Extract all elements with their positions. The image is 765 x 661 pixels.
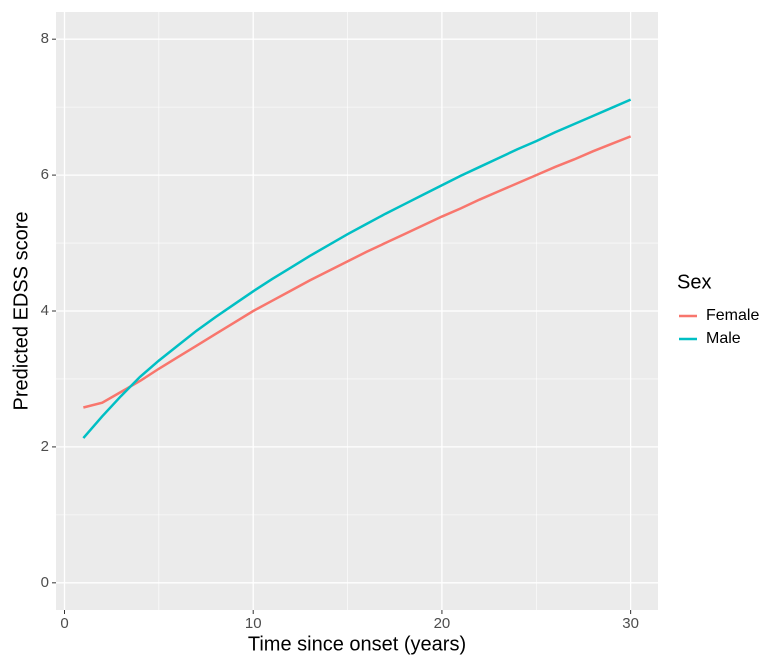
y-tick-label: 8 bbox=[41, 30, 49, 47]
line bbox=[82, 98, 632, 439]
x-tick-label: 20 bbox=[434, 615, 451, 632]
line bbox=[83, 135, 632, 409]
x-tick-label: 30 bbox=[622, 615, 639, 632]
legend-title: Sex bbox=[677, 271, 711, 293]
legend-label: Female bbox=[706, 307, 759, 324]
y-tick-label: 2 bbox=[41, 438, 49, 455]
x-tick-label: 0 bbox=[60, 615, 68, 632]
y-axis-title: Predicted EDSS score bbox=[10, 212, 32, 411]
y-tick-label: 4 bbox=[41, 302, 49, 319]
legend-label: Male bbox=[706, 330, 741, 347]
x-axis-title: Time since onset (years) bbox=[248, 633, 466, 655]
y-tick-label: 0 bbox=[41, 574, 49, 591]
x-tick-label: 10 bbox=[245, 615, 262, 632]
y-tick-label: 6 bbox=[41, 166, 49, 183]
